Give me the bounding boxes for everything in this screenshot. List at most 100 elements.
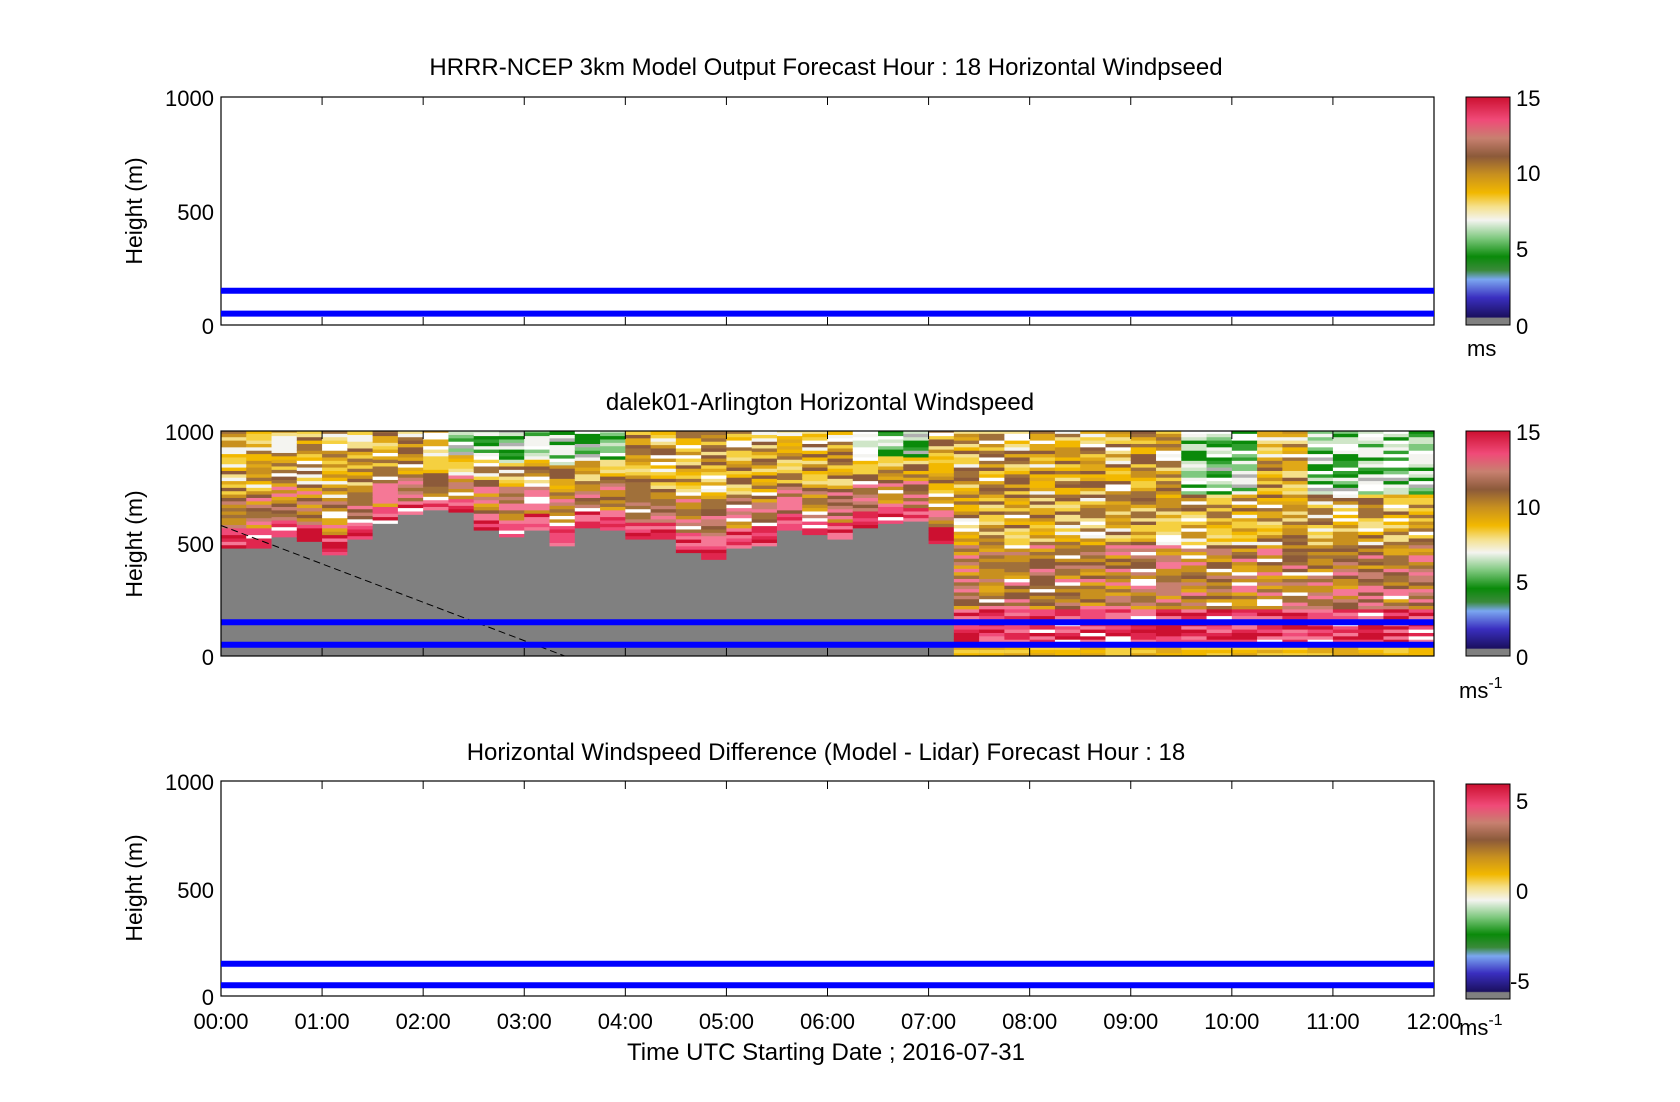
x-tick-label: 06:00 (800, 1009, 855, 1034)
windspeed-cell (1257, 443, 1283, 448)
windspeed-cell (1004, 507, 1031, 512)
windspeed-cell (473, 432, 500, 437)
windspeed-cell (600, 472, 626, 477)
windspeed-cell (751, 532, 778, 537)
windspeed-cell (1004, 581, 1031, 586)
windspeed-cell (1282, 605, 1309, 610)
windspeed-cell (1257, 470, 1283, 475)
windspeed-cell (903, 497, 930, 502)
windspeed-cell (1332, 652, 1359, 656)
windspeed-cell (979, 483, 1005, 488)
windspeed-cell (1054, 591, 1081, 596)
windspeed-cell (1307, 561, 1334, 566)
windspeed-cell (852, 500, 879, 505)
windspeed-cell (1130, 591, 1157, 596)
windspeed-cell (751, 458, 778, 462)
windspeed-cell (1231, 595, 1258, 600)
windspeed-cell (1105, 615, 1132, 620)
windspeed-cell (1358, 581, 1385, 586)
windspeed-cell (372, 462, 399, 467)
windspeed-cell (953, 490, 980, 495)
windspeed-cell (625, 501, 652, 506)
windspeed-cell (600, 442, 626, 447)
windspeed-cell (701, 505, 728, 510)
windspeed-cell (1383, 510, 1410, 515)
windspeed-cell (953, 483, 980, 488)
windspeed-cell (1080, 436, 1107, 441)
y-tick-label: 0 (202, 645, 214, 670)
windspeed-cell (296, 537, 323, 542)
windspeed-cell (1358, 625, 1385, 630)
windspeed-cell (1307, 473, 1334, 478)
windspeed-cell (726, 510, 753, 515)
windspeed-cell (1105, 467, 1132, 471)
windspeed-cell (1130, 561, 1157, 566)
windspeed-cell (701, 518, 728, 523)
windspeed-cell (1383, 443, 1410, 448)
windspeed-cell (1004, 527, 1031, 532)
windspeed-cell (1307, 431, 1334, 434)
windspeed-cell (1029, 500, 1056, 505)
windspeed-cell (1282, 480, 1309, 485)
windspeed-cell (1206, 510, 1233, 515)
windspeed-cell (1358, 568, 1385, 573)
windspeed-cell (953, 625, 980, 630)
windspeed-cell (802, 433, 829, 438)
windspeed-cell (372, 489, 399, 494)
windspeed-cell (1080, 548, 1107, 552)
windspeed-cell (1156, 645, 1182, 650)
windspeed-cell (979, 612, 1005, 617)
windspeed-cell (802, 470, 829, 475)
windspeed-cell (1231, 591, 1258, 596)
windspeed-cell (1408, 537, 1434, 542)
windspeed-cell (1358, 490, 1385, 495)
windspeed-cell (625, 525, 652, 530)
windspeed-cell (1105, 598, 1132, 603)
windspeed-cell (1307, 504, 1334, 509)
windspeed-cell (1181, 629, 1208, 633)
windspeed-cell (751, 447, 778, 452)
windspeed-cell (1383, 521, 1410, 525)
windspeed-cell (1004, 595, 1031, 600)
windspeed-cell (1257, 460, 1283, 465)
windspeed-cell (1408, 571, 1434, 576)
windspeed-cell (701, 501, 728, 506)
windspeed-cell (928, 445, 955, 450)
windspeed-cell (953, 460, 980, 465)
windspeed-cell (1408, 431, 1434, 434)
windspeed-cell (524, 509, 551, 514)
windspeed-cell (802, 460, 829, 465)
windspeed-cell (347, 485, 374, 489)
windspeed-cell (675, 478, 702, 483)
windspeed-cell (1130, 649, 1157, 654)
windspeed-cell (1206, 591, 1233, 596)
windspeed-cell (473, 489, 500, 494)
windspeed-cell (1206, 541, 1233, 546)
windspeed-cell (1206, 581, 1233, 586)
windspeed-cell (726, 450, 753, 455)
windspeed-cell (1181, 510, 1208, 515)
windspeed-cell (1307, 463, 1334, 468)
windspeed-cell (1004, 521, 1031, 525)
windspeed-cell (1080, 615, 1107, 620)
windspeed-cell (1282, 581, 1309, 586)
windspeed-cell (1358, 554, 1385, 559)
windspeed-cell (650, 535, 677, 540)
windspeed-cell (574, 431, 601, 434)
windspeed-cell (1358, 431, 1385, 434)
windspeed-cell (802, 514, 829, 519)
windspeed-cell (1383, 632, 1410, 637)
colorbar-tick-label: 10 (1516, 161, 1540, 186)
windspeed-cell (372, 479, 399, 484)
windspeed-cell (827, 491, 854, 496)
windspeed-cell (1307, 544, 1334, 549)
windspeed-cell (600, 503, 626, 507)
windspeed-cell (776, 516, 803, 521)
windspeed-cell (625, 518, 652, 523)
windspeed-cell (979, 453, 1005, 458)
windspeed-cell (1004, 531, 1031, 536)
windspeed-cell (751, 481, 778, 486)
windspeed-cell (1206, 598, 1233, 603)
windspeed-cell (1080, 605, 1107, 610)
windspeed-cell (1408, 494, 1434, 498)
